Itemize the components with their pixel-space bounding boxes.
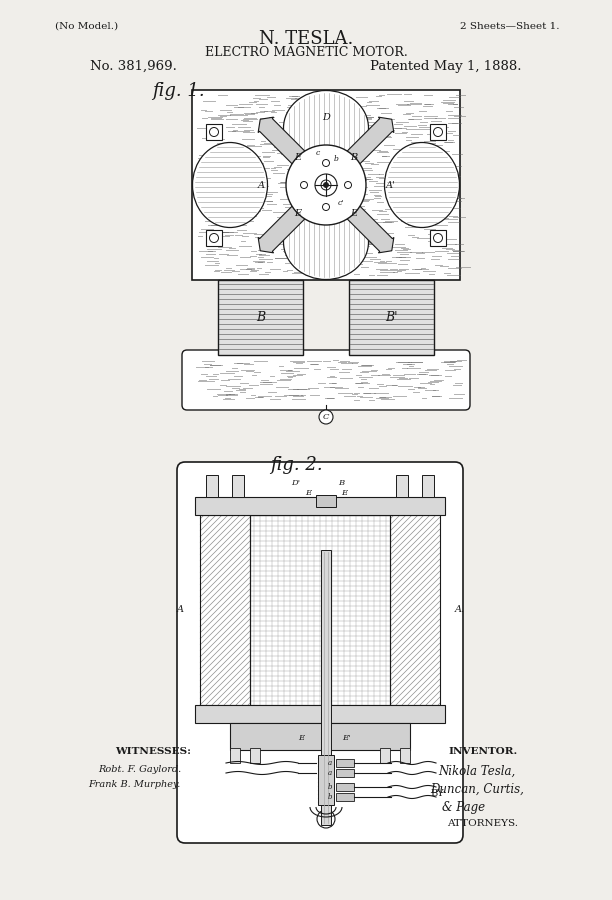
Bar <box>230 723 410 750</box>
Bar <box>206 475 218 497</box>
Text: E': E' <box>342 734 350 742</box>
Bar <box>192 90 460 280</box>
Bar <box>250 515 390 705</box>
Text: a: a <box>328 759 332 767</box>
Bar <box>206 124 222 140</box>
FancyArrow shape <box>258 192 319 253</box>
Text: a: a <box>328 769 332 777</box>
Text: A: A <box>176 606 184 615</box>
Bar <box>430 230 446 246</box>
Text: Duncan, Curtis,: Duncan, Curtis, <box>430 783 524 796</box>
Circle shape <box>324 183 329 187</box>
Text: E: E <box>298 734 304 742</box>
Text: E: E <box>294 152 302 161</box>
Circle shape <box>209 233 218 242</box>
Bar <box>400 748 410 763</box>
Bar <box>336 783 354 791</box>
Text: Nikola Tesla,: Nikola Tesla, <box>438 765 515 778</box>
Ellipse shape <box>384 142 460 228</box>
Bar <box>230 748 240 763</box>
Text: & Page: & Page <box>442 801 485 814</box>
Ellipse shape <box>193 142 267 228</box>
Bar <box>336 769 354 777</box>
Bar <box>195 705 445 723</box>
Text: B: B <box>351 152 357 161</box>
Circle shape <box>315 174 337 196</box>
Bar <box>250 748 260 763</box>
Text: D': D' <box>291 479 300 487</box>
Text: INVENTOR.: INVENTOR. <box>448 747 517 756</box>
Text: B: B <box>256 311 266 324</box>
Bar <box>200 515 250 705</box>
Text: (No Model.): (No Model.) <box>55 22 118 31</box>
Text: Frank B. Murphey.: Frank B. Murphey. <box>88 780 181 789</box>
Circle shape <box>323 203 329 211</box>
Bar <box>232 475 244 497</box>
Bar <box>430 124 446 140</box>
Text: B': B' <box>385 311 397 324</box>
Text: c': c' <box>338 199 345 207</box>
Circle shape <box>286 145 366 225</box>
Text: No. 381,969.: No. 381,969. <box>90 60 177 73</box>
Circle shape <box>209 128 218 137</box>
Ellipse shape <box>283 204 368 280</box>
Bar <box>349 280 434 355</box>
Bar <box>195 497 445 515</box>
Text: ELECTRO MAGNETIC MOTOR.: ELECTRO MAGNETIC MOTOR. <box>204 46 408 59</box>
Text: D: D <box>322 112 330 122</box>
Circle shape <box>433 233 442 242</box>
Text: N. TESLA.: N. TESLA. <box>259 30 353 48</box>
Bar <box>390 515 440 705</box>
FancyBboxPatch shape <box>182 350 470 410</box>
Text: 2 Sheets—Sheet 1.: 2 Sheets—Sheet 1. <box>460 22 559 31</box>
Text: ATTORNEYS.: ATTORNEYS. <box>447 819 518 828</box>
Bar <box>316 495 336 507</box>
Text: A: A <box>258 181 264 190</box>
Circle shape <box>345 182 351 188</box>
Text: WITNESSES:: WITNESSES: <box>115 747 191 756</box>
Bar <box>380 748 390 763</box>
Text: B: B <box>338 479 344 487</box>
Bar <box>321 550 331 825</box>
Circle shape <box>433 128 442 137</box>
Bar <box>218 280 303 355</box>
Text: A': A' <box>386 181 396 190</box>
FancyArrow shape <box>332 117 394 178</box>
Text: b: b <box>327 793 332 801</box>
Text: E: E <box>341 489 347 497</box>
Bar <box>336 759 354 767</box>
Text: A.: A. <box>455 606 465 615</box>
Text: b: b <box>327 783 332 791</box>
Circle shape <box>300 182 307 188</box>
Text: E: E <box>305 489 311 497</box>
Text: E: E <box>294 209 302 218</box>
Text: b: b <box>334 155 339 163</box>
Bar <box>318 755 334 805</box>
Bar <box>396 475 408 497</box>
Bar <box>206 230 222 246</box>
Text: fig. 2.: fig. 2. <box>270 456 323 474</box>
Text: c: c <box>316 149 320 157</box>
Circle shape <box>317 810 335 828</box>
Text: fig. 1.: fig. 1. <box>152 82 204 100</box>
FancyBboxPatch shape <box>177 462 463 843</box>
Text: C: C <box>323 413 329 421</box>
Ellipse shape <box>283 91 368 166</box>
Bar <box>336 793 354 801</box>
Text: Robt. F. Gaylord.: Robt. F. Gaylord. <box>98 765 181 774</box>
Circle shape <box>323 159 329 166</box>
FancyArrow shape <box>258 117 319 178</box>
Bar <box>422 475 434 497</box>
Text: E: E <box>351 209 357 218</box>
Text: Patented May 1, 1888.: Patented May 1, 1888. <box>370 60 521 73</box>
FancyArrow shape <box>332 192 394 253</box>
Circle shape <box>321 180 331 190</box>
Text: BY: BY <box>430 788 444 797</box>
Circle shape <box>319 410 333 424</box>
